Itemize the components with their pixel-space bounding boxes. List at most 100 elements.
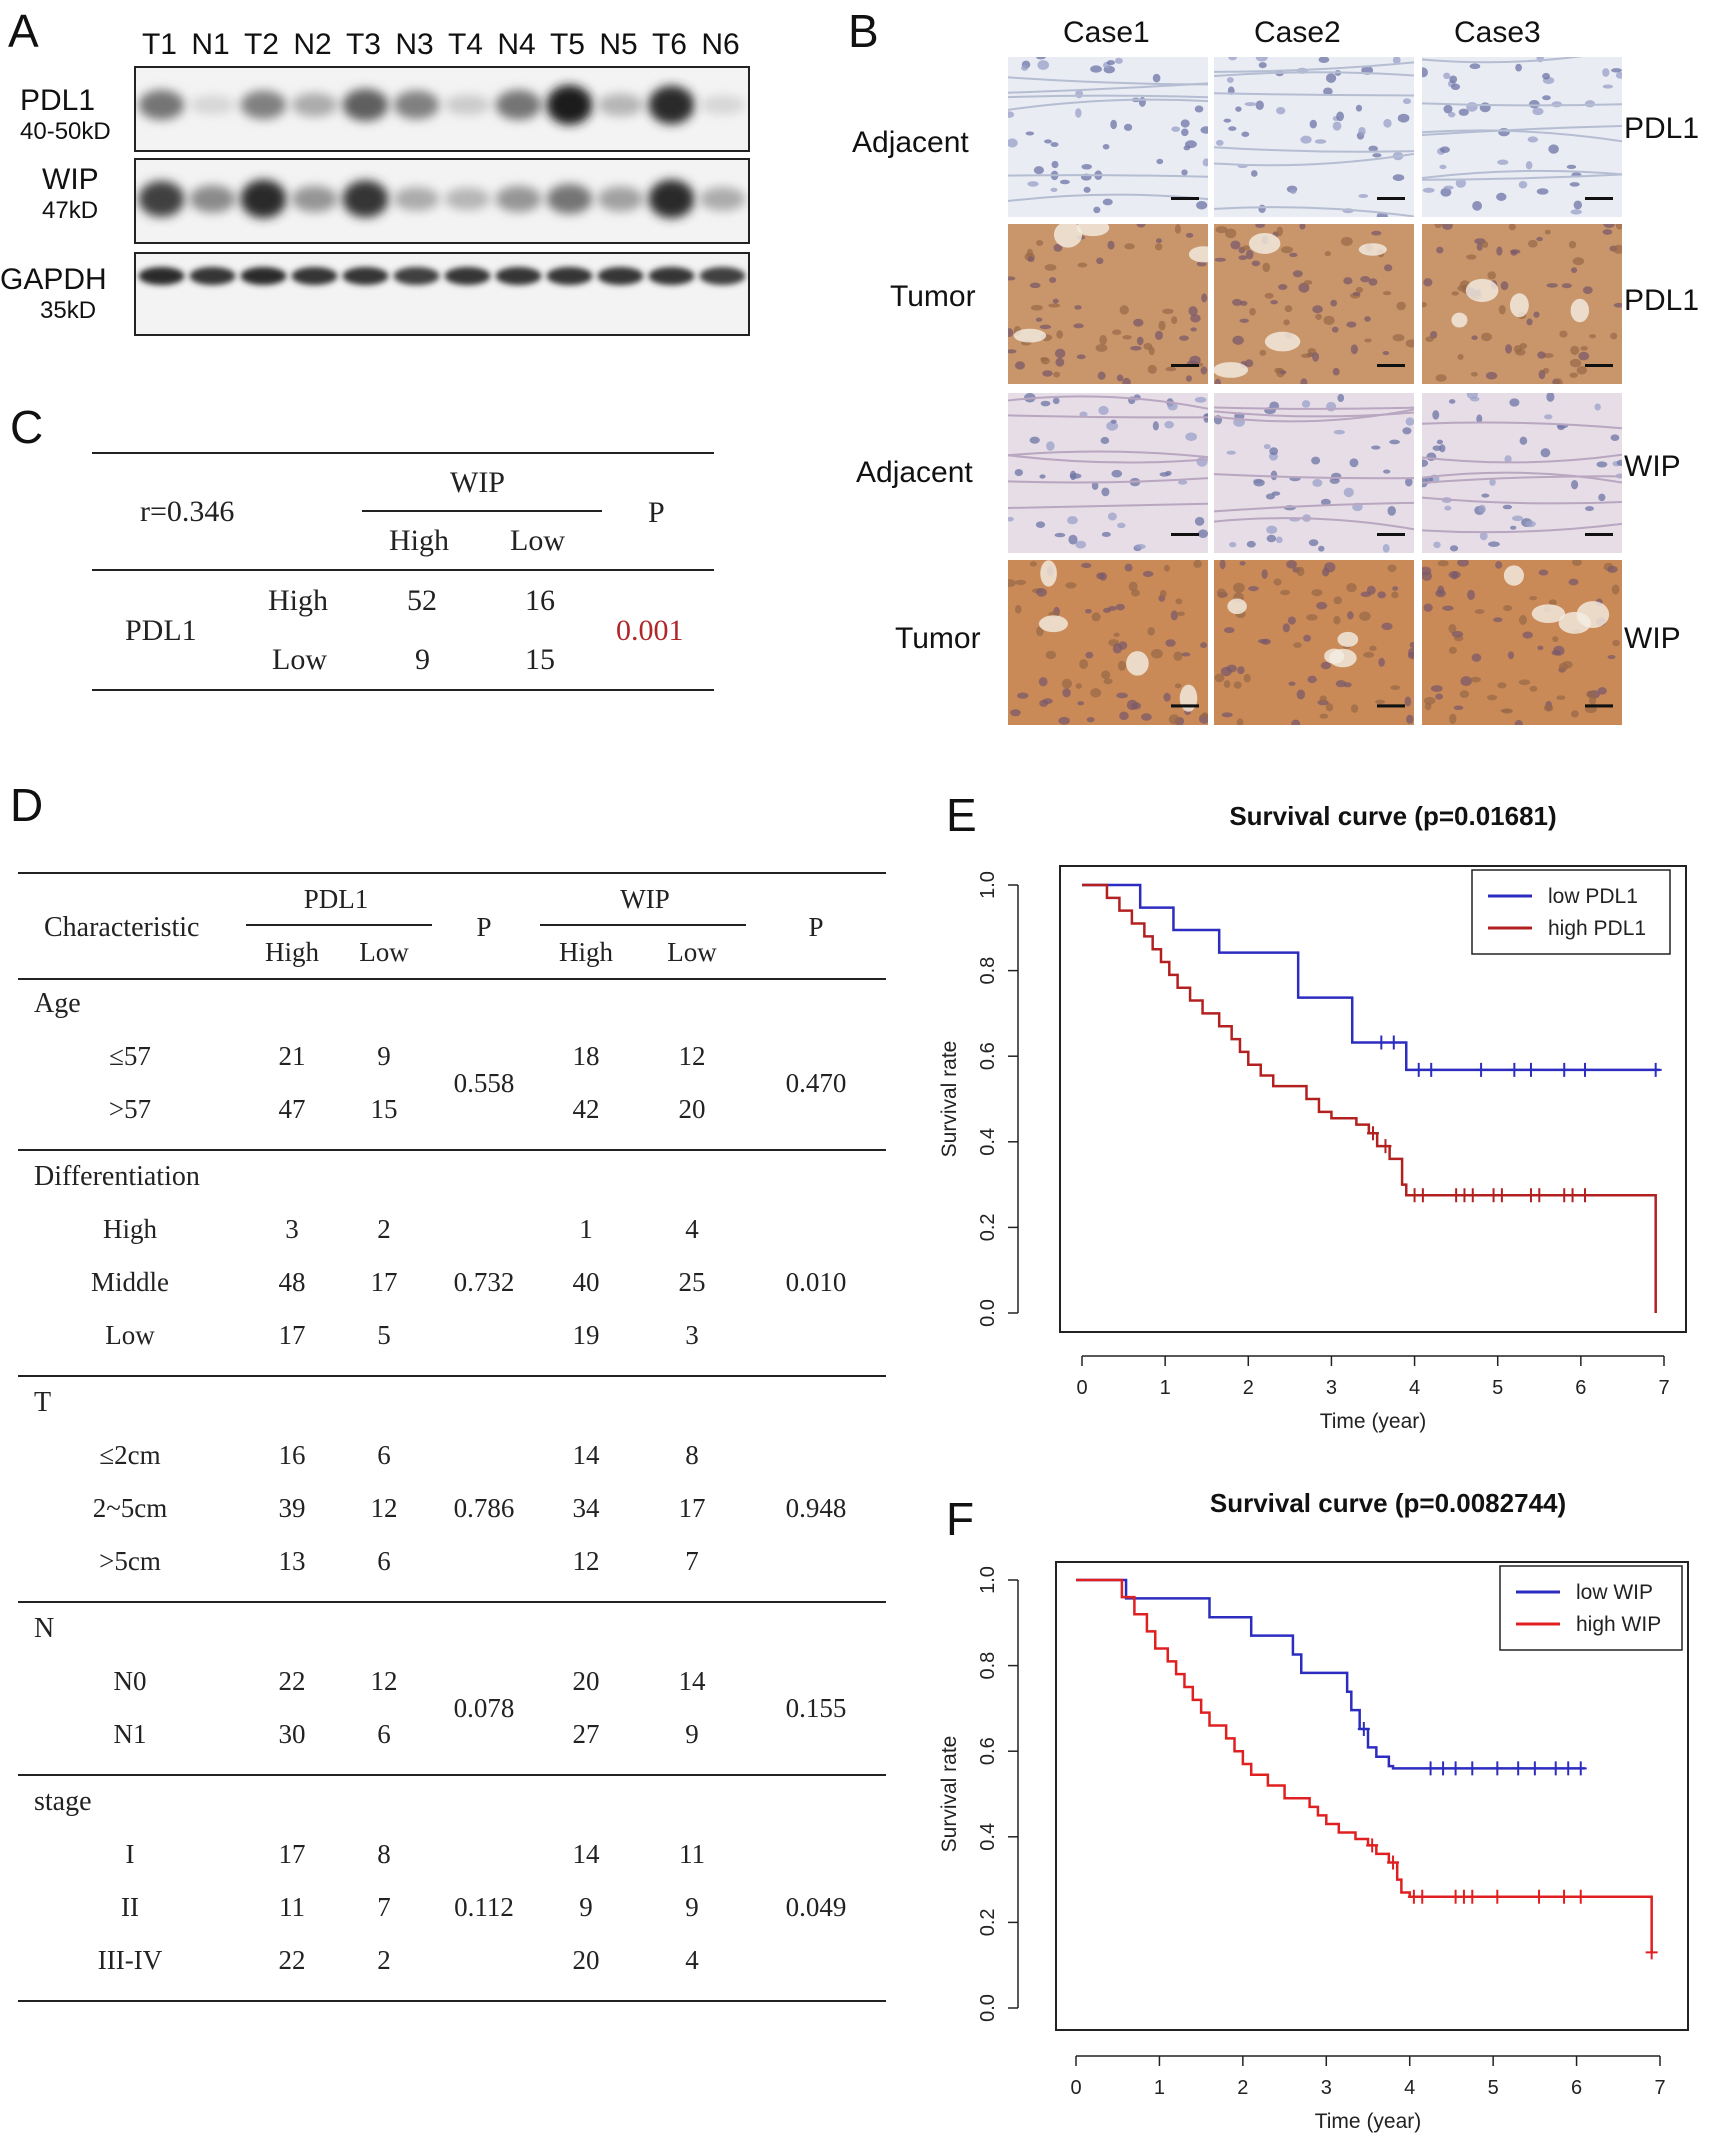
table-d-cell: 11 — [279, 1892, 305, 1922]
y-tick-label: 1.0 — [977, 871, 999, 899]
table-d-cell: 17 — [278, 1839, 306, 1869]
table-d-p-pdl1: 0.112 — [454, 1892, 514, 1922]
censor-mark — [1533, 1188, 1546, 1203]
lane-label: N4 — [497, 28, 536, 61]
ihc-image — [1422, 57, 1622, 217]
table-d-cell: 2 — [377, 1214, 391, 1244]
table-d-cell: 19 — [572, 1320, 600, 1350]
table-d-cell: 9 — [579, 1892, 593, 1922]
table-d-row-label: 2~5cm — [92, 1493, 168, 1523]
table-d-cell: 4 — [685, 1214, 699, 1244]
table-d-p-pdl1: 0.078 — [453, 1692, 515, 1723]
chart-title: Survival curve (p=0.01681) — [1229, 801, 1556, 831]
y-tick-label: 0.2 — [977, 1908, 999, 1936]
censor-mark — [1645, 1945, 1658, 1960]
x-tick-label: 6 — [1575, 1377, 1586, 1399]
table-d-pdl1-low: Low — [359, 937, 409, 967]
table-d-cell: 20 — [572, 1945, 600, 1975]
ihc-image — [1008, 393, 1208, 553]
table-d-row-label: High — [103, 1214, 157, 1244]
table-d-cell: 18 — [572, 1041, 600, 1071]
y-tick-label: 0.8 — [977, 1652, 999, 1680]
table-d-cell: 42 — [572, 1094, 600, 1124]
ihc-marker-pdl1-2: PDL1 — [1624, 284, 1700, 317]
censor-mark — [1387, 1855, 1400, 1870]
blot-band — [546, 183, 593, 214]
censor-mark — [1649, 1062, 1662, 1077]
table-d-group-label: stage — [34, 1786, 92, 1817]
table-d-row-label: N0 — [113, 1666, 147, 1696]
censor-mark — [1387, 1035, 1400, 1050]
table-d-p-header-1: P — [476, 912, 492, 942]
panel-a-label: A — [8, 5, 39, 57]
table-d-cell: 9 — [685, 1719, 699, 1749]
x-tick-label: 2 — [1243, 1377, 1254, 1399]
blot-band — [597, 267, 644, 285]
table-d-rule — [18, 978, 886, 980]
blot-band — [240, 179, 287, 219]
table-d-cell: 40 — [572, 1267, 600, 1297]
blot-label-gapdh: GAPDH 35kD — [0, 263, 107, 324]
table-d-cell: 21 — [278, 1041, 306, 1071]
table-d-cell: 13 — [278, 1546, 306, 1576]
ihc-image — [1214, 560, 1414, 725]
table-d-p-wip: 0.155 — [785, 1692, 847, 1723]
lane-label: N3 — [395, 28, 434, 61]
blot-band — [138, 267, 185, 285]
table-c-wip-header: WIP — [450, 466, 505, 499]
survival-line-0 — [1076, 1578, 1585, 1770]
table-d-row-label: Low — [105, 1320, 155, 1350]
table-c-r: r=0.346 — [140, 495, 235, 528]
plot-frame — [1055, 1561, 1689, 2031]
blot-band — [138, 89, 185, 120]
table-d-rule — [18, 1601, 886, 1603]
ihc-image — [1214, 57, 1414, 217]
table-d-cell: 8 — [685, 1440, 699, 1470]
table-c-cell: 15 — [525, 643, 555, 676]
x-tick-label: 2 — [1237, 2077, 1248, 2099]
blot-band — [189, 267, 236, 285]
table-d-cell: 8 — [377, 1839, 391, 1869]
legend-label: low PDL1 — [1548, 885, 1638, 908]
table-d-cell: 22 — [278, 1945, 306, 1975]
blot-label-pdl1: PDL1 40-50kD — [20, 84, 111, 145]
y-tick-label: 0.4 — [977, 1128, 999, 1156]
table-c-low-header: Low — [510, 524, 565, 557]
table-d-cell: 6 — [377, 1546, 391, 1576]
table-d-cell: 30 — [278, 1719, 306, 1749]
table-d-group-label: T — [34, 1387, 52, 1418]
censor-mark — [1475, 1062, 1488, 1077]
x-tick-label: 6 — [1571, 2077, 1582, 2099]
table-d-row-label: ≤57 — [109, 1041, 151, 1071]
table-d-cell: 7 — [685, 1546, 699, 1576]
panel-b-label: B — [848, 5, 879, 57]
censor-mark — [1357, 1721, 1370, 1736]
censor-mark — [1449, 1761, 1462, 1776]
blot-band — [648, 85, 695, 125]
ihc-col-case3: Case3 — [1454, 16, 1541, 49]
table-d-wip-high: High — [559, 937, 613, 967]
table-d-cell: 12 — [678, 1041, 706, 1071]
censor-mark — [1425, 1062, 1438, 1077]
table-c-p-header: P — [648, 496, 665, 529]
blot-band — [393, 187, 440, 211]
table-d-pdl1-header: PDL1 — [303, 884, 369, 914]
table-d-row-label: >57 — [108, 1094, 152, 1124]
y-tick-label: 0.6 — [977, 1737, 999, 1765]
table-d-cell: 20 — [678, 1094, 706, 1124]
table-d-cell: 12 — [370, 1666, 398, 1696]
table-d-cell: 11 — [679, 1839, 705, 1869]
table-d-rule — [18, 1149, 886, 1151]
blot-band — [597, 186, 644, 212]
ihc-image — [1422, 560, 1622, 725]
table-c-cell: 16 — [525, 584, 555, 617]
legend-label: low WIP — [1576, 1581, 1653, 1604]
table-d-p-wip: 0.010 — [785, 1267, 847, 1297]
censor-mark — [1437, 1761, 1450, 1776]
censor-mark — [1491, 1761, 1504, 1776]
ihc-image — [1422, 393, 1622, 553]
table-d-group-label: N — [34, 1613, 55, 1644]
lane-label: T2 — [243, 28, 279, 61]
table-d-p-pdl1: 0.558 — [453, 1067, 515, 1098]
table-c-cell: 52 — [407, 584, 437, 617]
